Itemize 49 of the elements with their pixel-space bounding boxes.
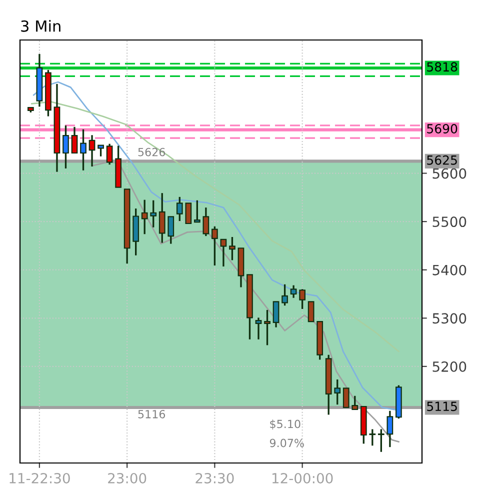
candlestick bbox=[229, 236, 236, 262]
annotation: $5.10 bbox=[270, 420, 300, 430]
y-tick-label: 5400 bbox=[432, 264, 466, 276]
candlestick bbox=[282, 284, 288, 306]
candlestick bbox=[299, 288, 306, 310]
candlestick bbox=[342, 388, 350, 408]
x-tick-label: 23:00 bbox=[108, 472, 146, 484]
candlestick bbox=[158, 192, 166, 244]
candlestick bbox=[141, 198, 148, 235]
candlestick bbox=[88, 134, 96, 168]
candlestick bbox=[272, 300, 280, 328]
x-tick-label: 12-00:00 bbox=[272, 472, 333, 484]
candlestick bbox=[264, 309, 270, 346]
candlestick bbox=[194, 199, 200, 223]
candlestick bbox=[185, 202, 192, 224]
candlestick bbox=[308, 301, 314, 322]
candlestick bbox=[106, 142, 113, 166]
annotation: 5626 bbox=[138, 148, 166, 156]
y-tick-label: 5300 bbox=[432, 313, 466, 324]
candlestick bbox=[150, 199, 157, 228]
candlestick bbox=[202, 206, 210, 237]
candlestick bbox=[220, 238, 227, 268]
ref-line-label: 5625 bbox=[427, 155, 457, 165]
y-tick-label: 5500 bbox=[432, 216, 466, 228]
candlestick bbox=[98, 144, 104, 158]
candlestick bbox=[386, 410, 394, 448]
candlestick bbox=[378, 428, 384, 453]
x-tick-label: 11-22:30 bbox=[10, 472, 70, 484]
candlestick bbox=[255, 316, 262, 340]
candlestick bbox=[62, 124, 69, 170]
candlestick bbox=[334, 378, 341, 406]
x-tick-label: 23:30 bbox=[196, 472, 234, 484]
annotation: 5116 bbox=[138, 410, 166, 418]
candlestick bbox=[352, 395, 358, 410]
candlestick bbox=[80, 128, 86, 172]
line-series bbox=[31, 101, 400, 352]
ref-line-label: 5690 bbox=[427, 124, 458, 134]
candlestick bbox=[212, 226, 218, 266]
ref-line-label: 5115 bbox=[427, 402, 457, 412]
candlestick bbox=[168, 216, 174, 245]
ref-line-label: 5818 bbox=[427, 62, 458, 72]
candlestick bbox=[290, 284, 297, 299]
chart-title: 3 Min bbox=[21, 20, 60, 32]
annotation: 9.07% bbox=[270, 438, 304, 448]
candlestick bbox=[71, 126, 78, 154]
candlestick bbox=[369, 428, 376, 446]
y-tick-label: 5600 bbox=[432, 168, 466, 179]
candlestick bbox=[176, 196, 183, 222]
y-tick-label: 5200 bbox=[432, 361, 466, 372]
